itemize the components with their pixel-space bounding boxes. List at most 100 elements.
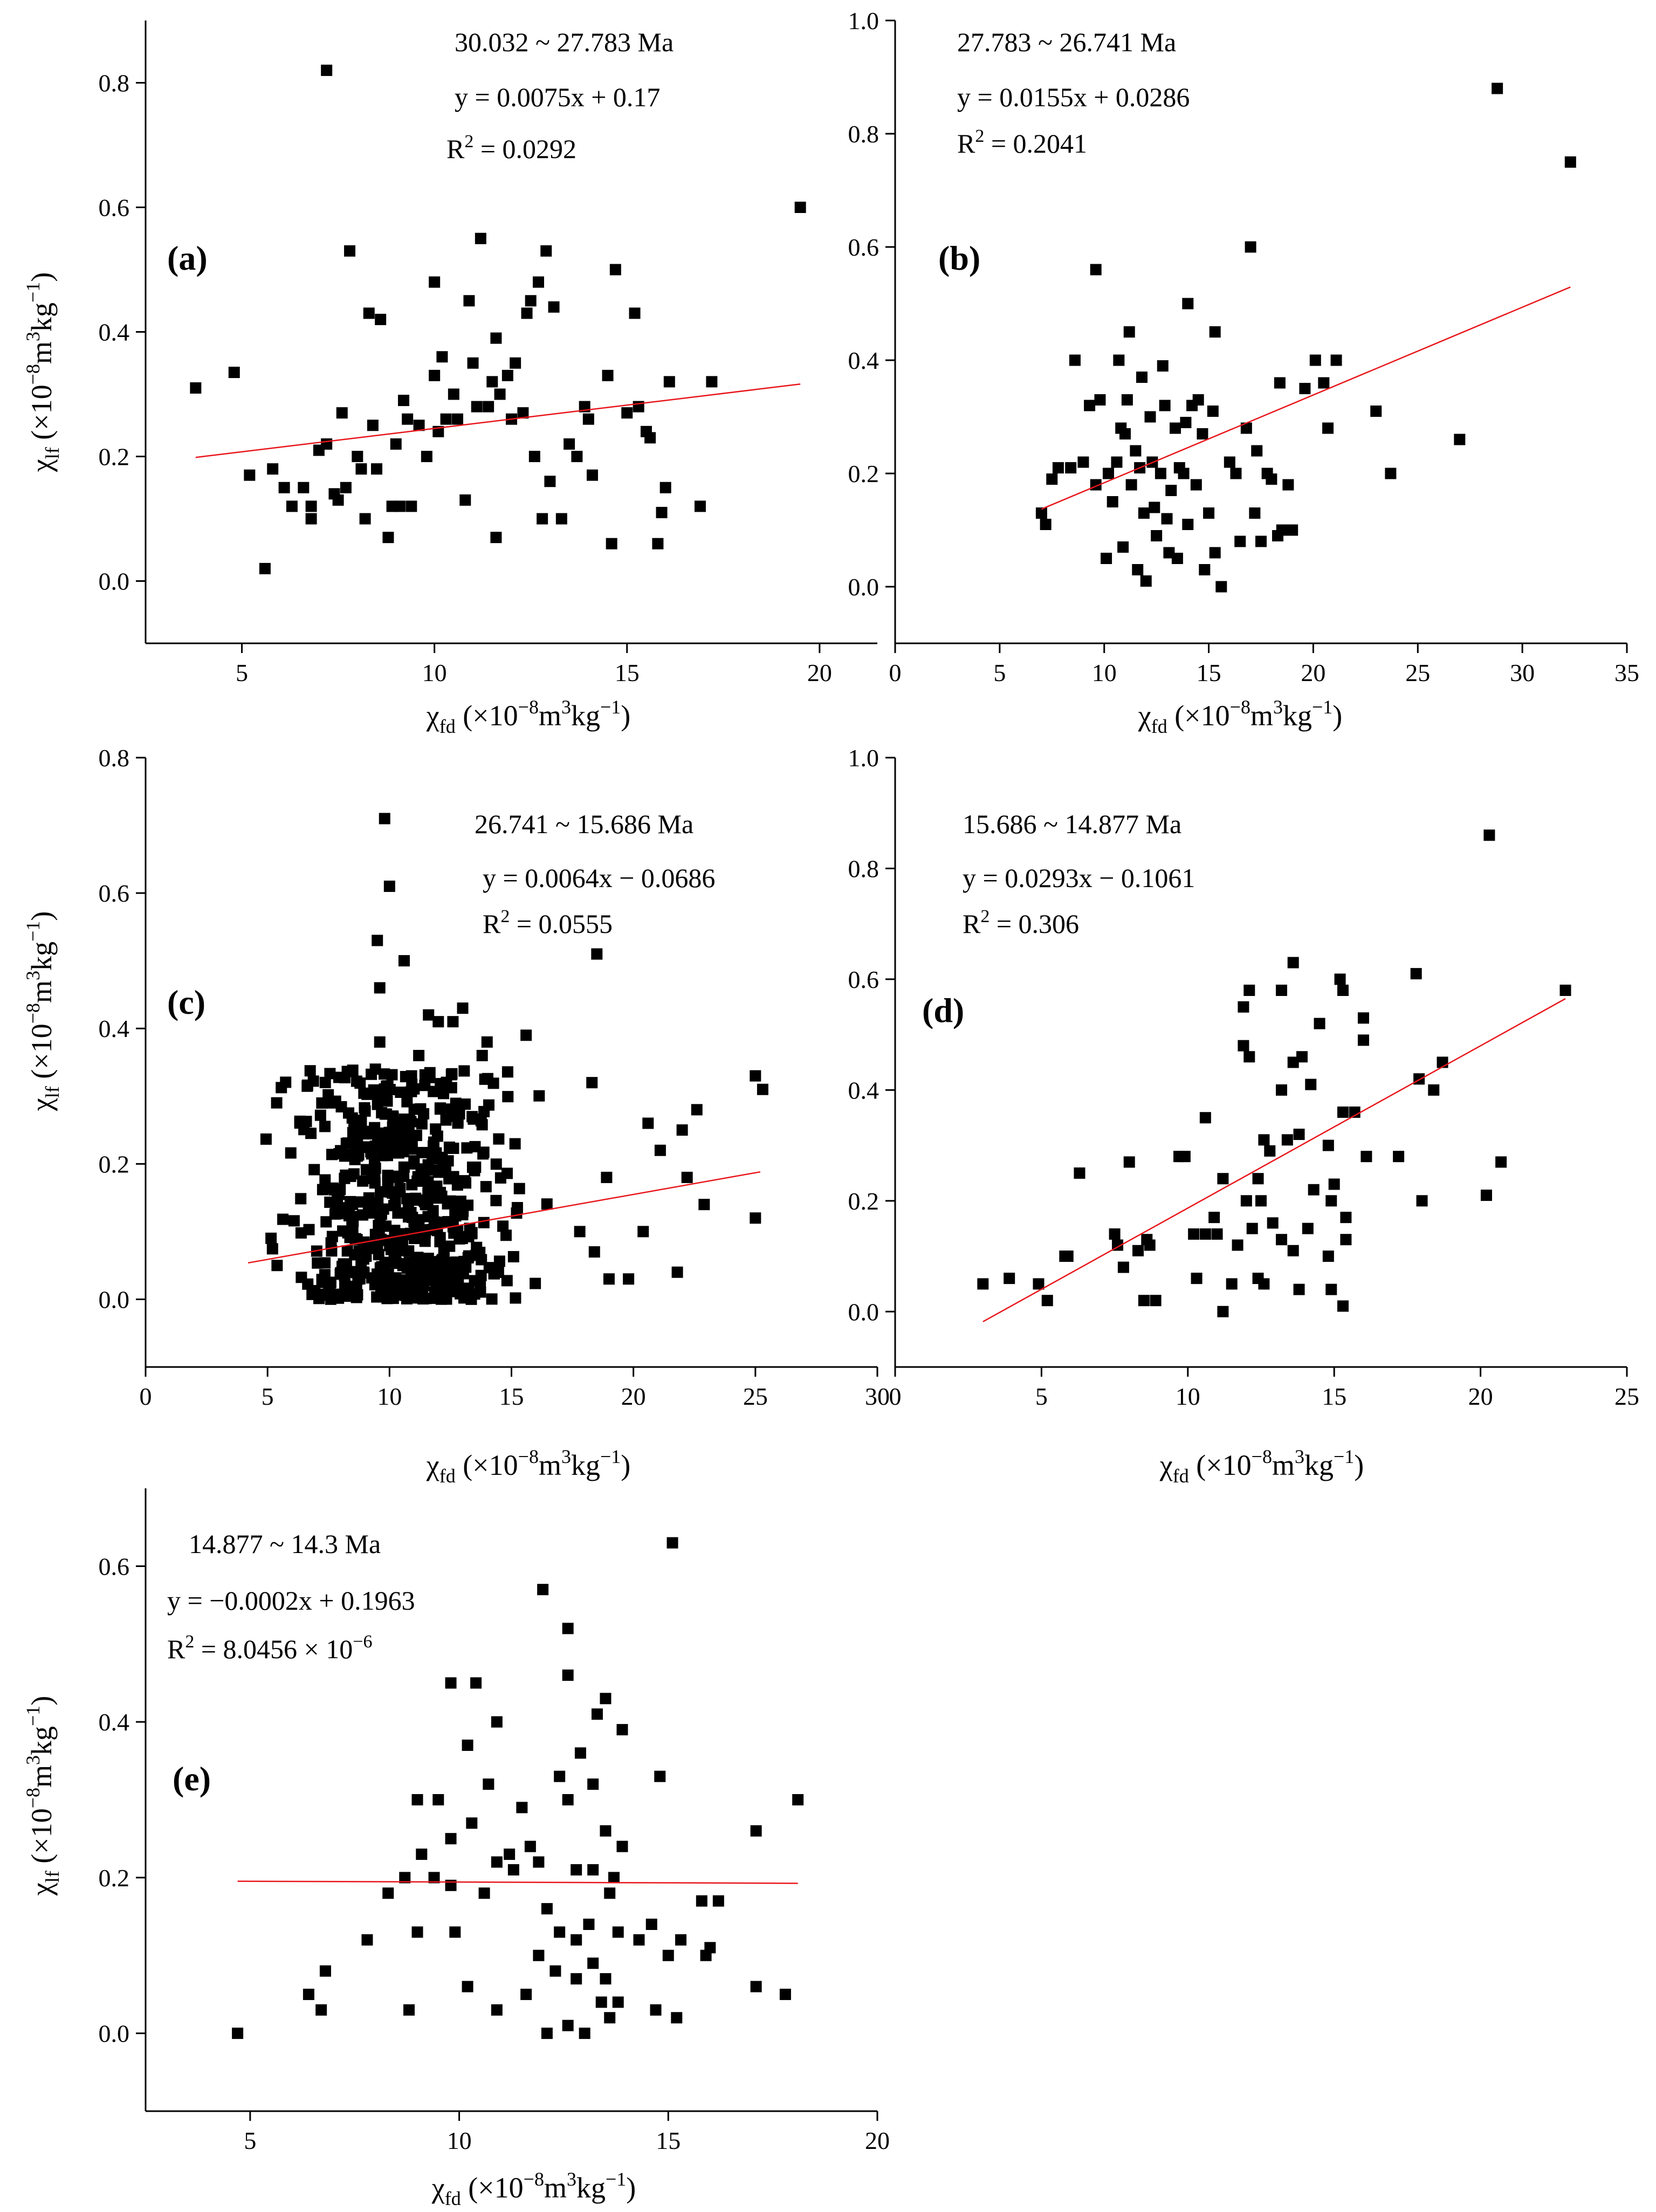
r-squared-label: R2 = 8.0456 × 10−6 [167,1632,372,1664]
data-point [502,1091,514,1103]
data-point [1069,354,1081,366]
data-point [1052,462,1064,473]
data-point [482,1073,493,1084]
data-point [334,1268,346,1280]
data-point [1208,1212,1220,1224]
data-point [490,1194,502,1206]
data-point [1240,1195,1252,1207]
data-point [359,513,371,525]
data-point [442,1216,454,1228]
data-point [1224,456,1235,468]
data-point [1207,406,1219,417]
data-point [440,413,452,425]
data-point [369,1063,381,1075]
data-point [606,538,617,549]
data-point [1287,957,1299,968]
data-point [1140,575,1152,587]
data-point [340,482,352,493]
data-point [1197,428,1208,439]
data-point [1314,1018,1325,1029]
data-point [492,1266,504,1278]
data-point [530,1277,541,1289]
data-point [1322,1251,1334,1262]
data-point [574,1747,586,1759]
data-point [345,1170,356,1182]
y-tick-label: 0.6 [99,880,130,907]
data-point [428,1872,440,1884]
data-point [616,1724,628,1736]
data-point [1249,507,1261,519]
data-point [493,1133,505,1145]
data-point [466,1817,478,1829]
data-point [1226,1278,1238,1290]
data-point [351,1075,362,1087]
data-point [1322,1139,1334,1151]
x-tick-label: 5 [993,659,1006,686]
y-tick-label: 0.8 [99,744,130,772]
data-point [1287,524,1298,536]
data-point [481,1036,493,1048]
data-point [457,1268,469,1280]
data-point [395,1087,407,1098]
data-point [1215,581,1227,593]
data-point [457,1002,469,1014]
regression-equation: y = −0.0002x + 0.1963 [167,1585,415,1616]
data-point [436,351,448,363]
data-point [419,1080,431,1091]
data-point [1349,1106,1360,1118]
data-point [1155,468,1166,479]
data-point [1238,1001,1249,1013]
data-point [380,1220,392,1232]
data-point [1416,1195,1428,1207]
data-point [288,1215,300,1227]
data-point [603,1273,615,1285]
data-point [369,1162,381,1174]
data-point [533,1090,545,1102]
data-point [266,1243,278,1255]
panel-b: 0 5 10 15 20 25 30 35 0.0 0.2 0.4 0.6 0.8 1.0 (b) 27.78… [848,7,1640,737]
data-point [1264,1145,1276,1157]
data-point [1495,1156,1507,1168]
data-point [1564,156,1576,168]
data-point [1170,422,1181,434]
data-point [1480,1190,1492,1201]
data-point [500,1229,512,1241]
data-point [794,202,806,213]
data-point [1074,1167,1085,1179]
data-point [352,451,363,462]
data-point [305,513,317,525]
data-point [232,2028,244,2039]
data-point [228,367,240,379]
data-point [375,313,387,325]
data-point [374,1036,386,1048]
data-point [411,1286,423,1297]
data-point [1117,541,1129,553]
data-point [490,532,502,544]
data-point [422,1211,434,1222]
data-point [582,413,594,425]
data-point [476,1049,488,1061]
data-point [612,1926,624,1938]
data-point [462,1981,473,1993]
data-point [447,1279,459,1291]
data-point [1090,264,1102,276]
y-tick-label: 0.6 [99,1552,130,1580]
data-point [410,1255,422,1267]
data-point [366,1172,378,1184]
data-point [1199,564,1211,575]
data-point [458,1175,470,1187]
x-tick-label: 10 [422,659,447,686]
data-point [305,500,317,512]
data-point [381,1293,393,1304]
data-point [528,451,540,462]
x-tick-label: 35 [1614,659,1639,686]
data-point [259,562,271,574]
data-point [1150,1295,1162,1307]
data-point [355,1115,367,1127]
age-range-label: 26.741 ~ 15.686 Ma [475,809,693,839]
y-axis-title: χlf (×10−8m3kg−1) [22,1696,63,1897]
data-point [324,1068,336,1080]
data-point [1190,479,1202,491]
data-point [1191,1273,1203,1284]
